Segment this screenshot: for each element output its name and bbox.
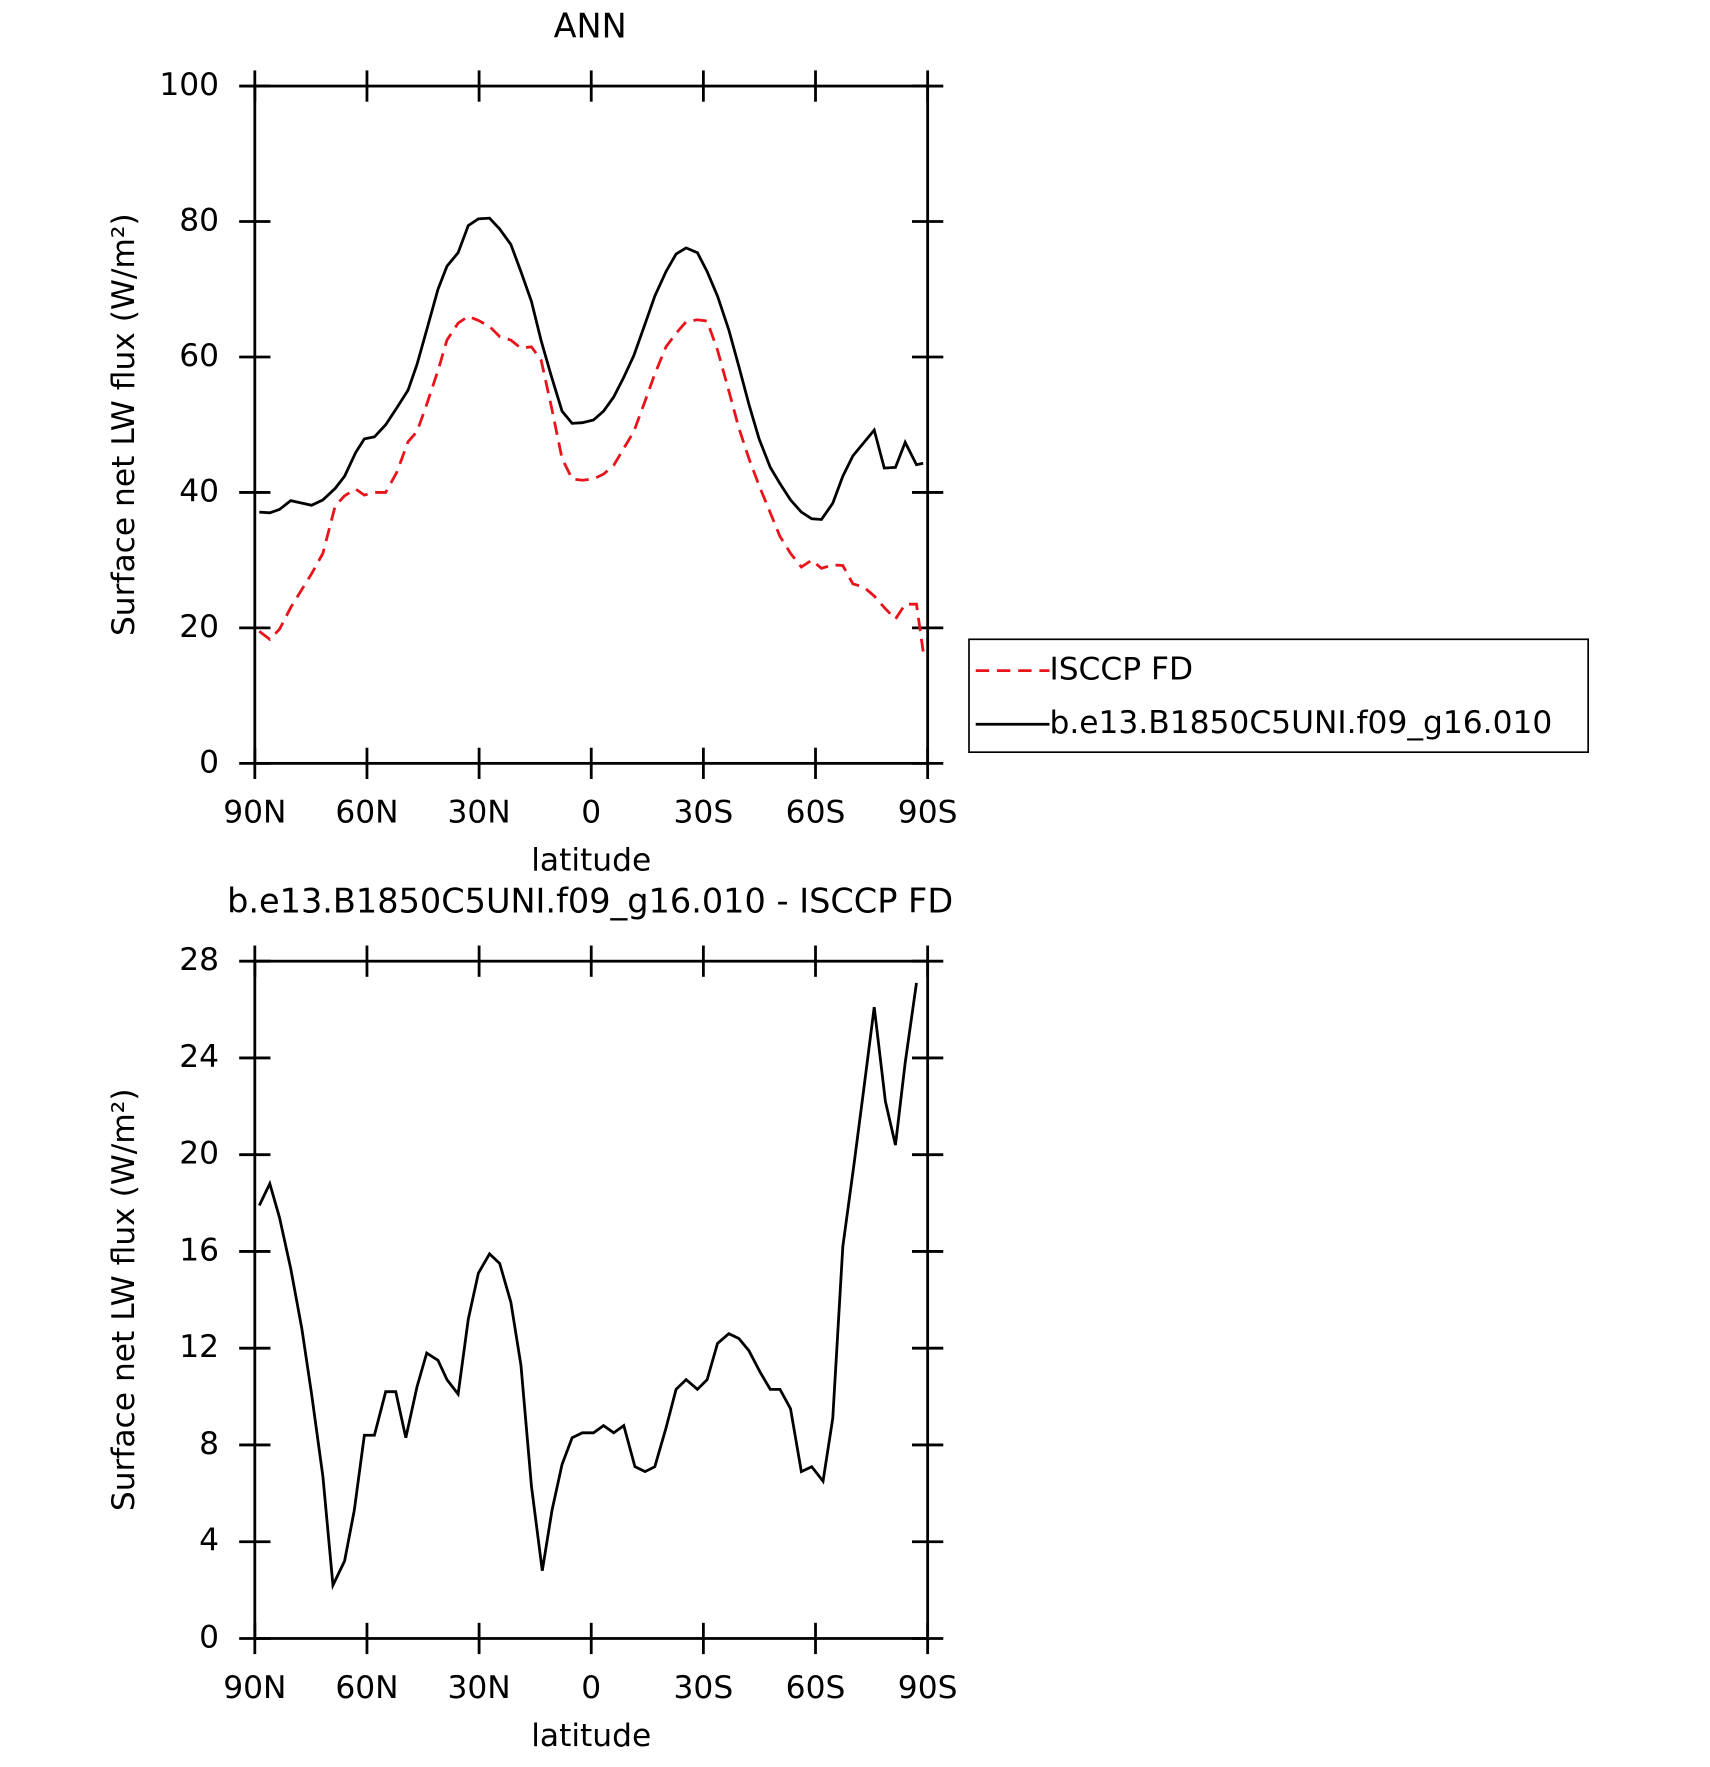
plot-frame xyxy=(253,84,930,765)
y-tick-label: 80 xyxy=(179,203,219,239)
x-tick-label: 0 xyxy=(581,1670,601,1706)
x-tick-label: 60N xyxy=(335,795,398,831)
data-line xyxy=(258,982,918,1591)
y-tick-label: 0 xyxy=(199,744,219,780)
y-axis-label: Surface net LW flux (W/m²) xyxy=(106,1088,142,1511)
x-axis-label: latitude xyxy=(531,843,651,879)
y-tick-label: 0 xyxy=(199,1619,219,1655)
y-tick-label: 20 xyxy=(179,609,219,645)
x-tick-label: 30N xyxy=(447,1670,510,1706)
y-axis-label: Surface net LW flux (W/m²) xyxy=(106,213,142,636)
x-tick-label: 30S xyxy=(674,795,734,831)
x-tick-label: 90S xyxy=(898,795,958,831)
y-tick-label: 4 xyxy=(199,1523,219,1559)
y-tick-label: 28 xyxy=(179,942,219,978)
y-tick-label: 24 xyxy=(179,1039,219,1075)
x-tick-label: 30S xyxy=(674,1670,734,1706)
y-tick-label: 8 xyxy=(199,1426,219,1462)
chart-title: b.e13.B1850C5UNI.f09_g16.010 - ISCCP FD xyxy=(227,882,953,921)
x-tick-label: 60S xyxy=(786,795,846,831)
x-tick-label: 0 xyxy=(581,795,601,831)
x-axis-label: latitude xyxy=(531,1718,651,1754)
y-tick-label: 16 xyxy=(179,1232,219,1268)
x-tick-label: 60S xyxy=(786,1670,846,1706)
data-line xyxy=(259,216,924,521)
x-tick-label: 90N xyxy=(223,1670,286,1706)
x-tick-label: 60N xyxy=(335,1670,398,1706)
data-line xyxy=(258,314,925,652)
chart-title: ANN xyxy=(554,6,627,45)
legend-label: ISCCP FD xyxy=(1049,652,1193,688)
y-tick-label: 100 xyxy=(159,67,219,103)
y-tick-label: 60 xyxy=(179,338,219,374)
y-tick-label: 12 xyxy=(179,1329,219,1365)
y-tick-label: 40 xyxy=(179,473,219,509)
x-tick-label: 30N xyxy=(447,795,510,831)
x-tick-label: 90S xyxy=(898,1670,958,1706)
legend-label: b.e13.B1850C5UNI.f09_g16.010 xyxy=(1049,705,1552,741)
x-tick-label: 90N xyxy=(223,795,286,831)
y-tick-label: 20 xyxy=(179,1136,219,1172)
legend-box xyxy=(968,638,1590,754)
plot-frame xyxy=(253,959,930,1640)
